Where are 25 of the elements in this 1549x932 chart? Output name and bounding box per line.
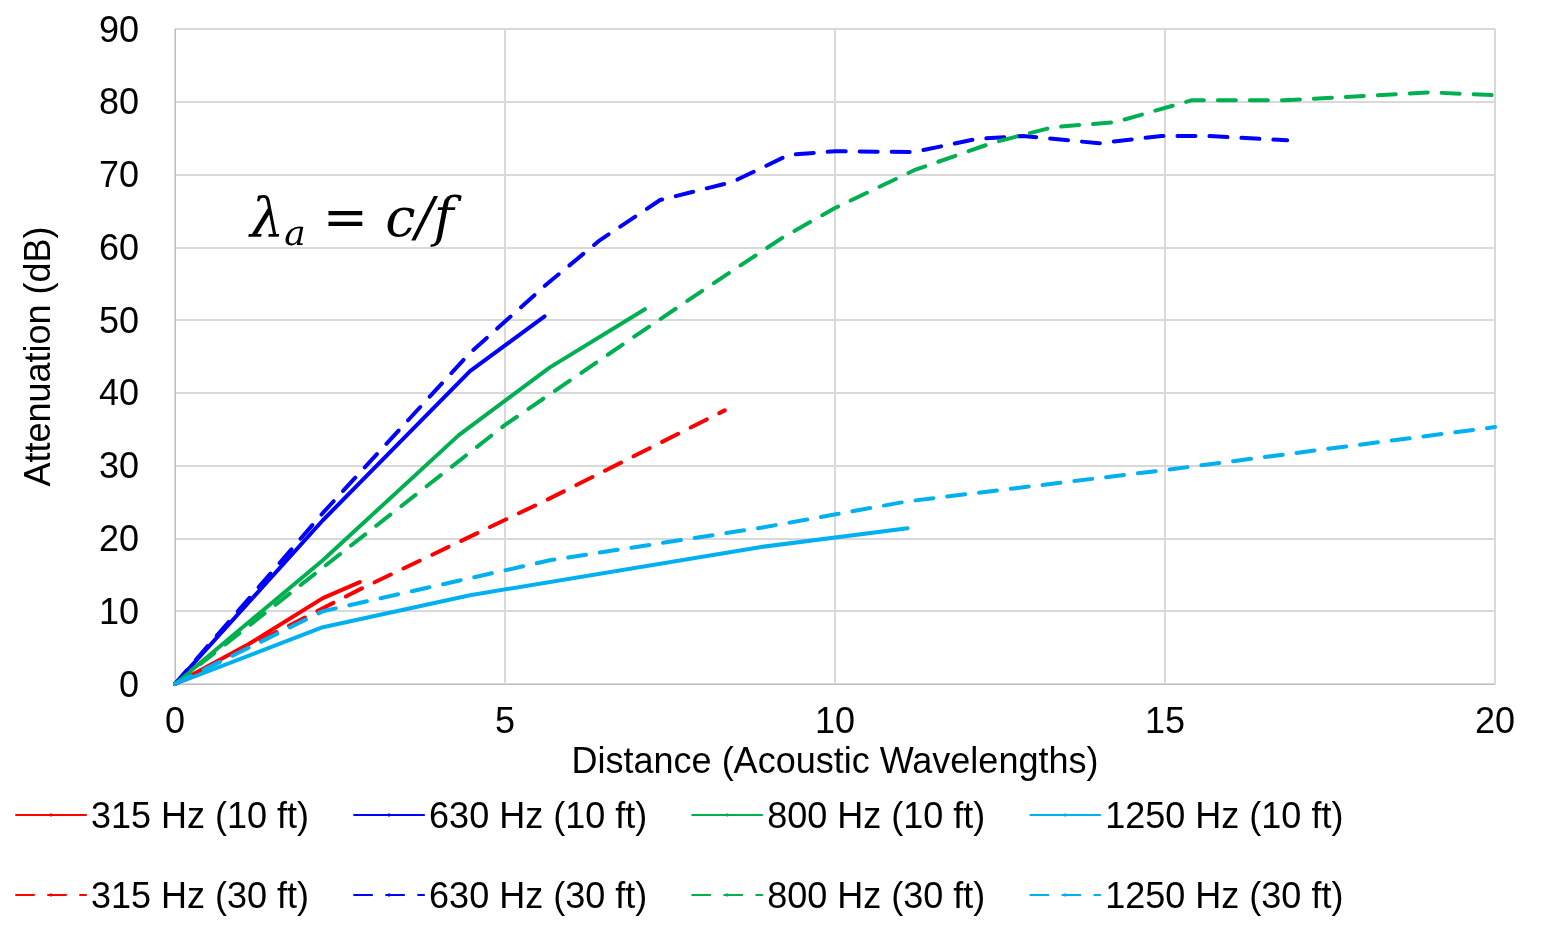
y-tick-label: 50 xyxy=(98,299,139,341)
legend-label: 800 Hz (10 ft) xyxy=(767,794,986,836)
y-axis-title: Attenuation (dB) xyxy=(16,226,58,487)
x-tick-label: 5 xyxy=(494,699,516,741)
y-tick-label: 80 xyxy=(98,81,139,123)
x-axis-title: Distance (Acoustic Wavelengths) xyxy=(571,740,1099,782)
legend-label: 1250 Hz (30 ft) xyxy=(1105,874,1344,916)
y-tick-label: 90 xyxy=(98,8,139,50)
x-tick-label: 10 xyxy=(814,699,856,741)
y-tick-label: 10 xyxy=(98,590,139,632)
x-tick-label: 20 xyxy=(1474,699,1516,741)
legend-label: 630 Hz (30 ft) xyxy=(429,874,648,916)
legend-label: 1250 Hz (10 ft) xyxy=(1105,794,1344,836)
legend-label: 800 Hz (30 ft) xyxy=(767,874,986,916)
y-tick-label: 40 xyxy=(98,372,139,414)
y-tick-label: 0 xyxy=(118,663,139,705)
y-tick-label: 20 xyxy=(98,517,139,559)
x-tick-label: 0 xyxy=(164,699,186,741)
y-tick-label: 30 xyxy=(98,445,139,487)
y-tick-label: 60 xyxy=(98,226,139,268)
legend-label: 315 Hz (10 ft) xyxy=(91,794,310,836)
legend-label: 315 Hz (30 ft) xyxy=(91,874,310,916)
y-tick-label: 70 xyxy=(98,154,139,196)
x-tick-label: 15 xyxy=(1144,699,1186,741)
legend-label: 630 Hz (10 ft) xyxy=(429,794,648,836)
